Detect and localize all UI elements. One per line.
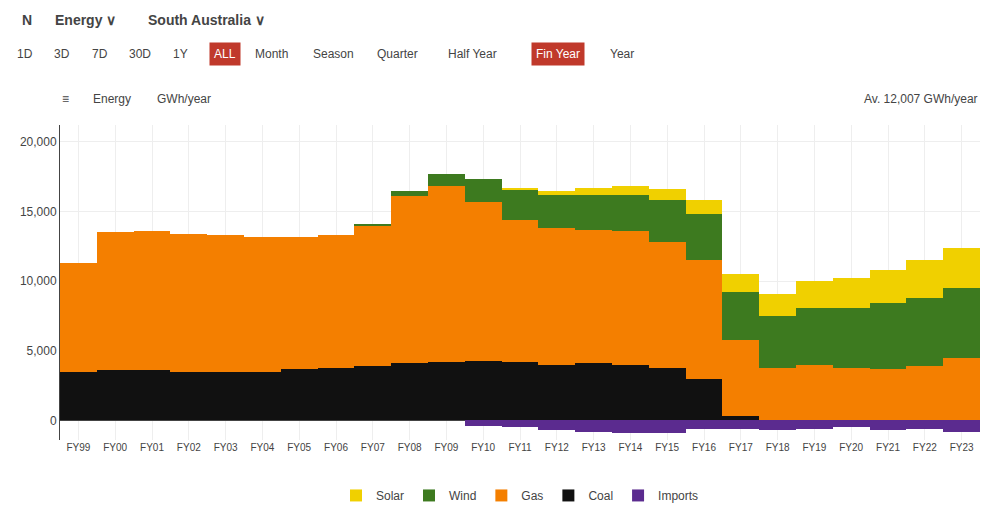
svg-text:Energy: Energy <box>93 92 131 106</box>
svg-text:FY16: FY16 <box>692 442 716 453</box>
svg-text:Imports: Imports <box>658 489 698 503</box>
svg-text:FY21: FY21 <box>876 442 900 453</box>
svg-text:Wind: Wind <box>449 489 476 503</box>
svg-text:FY03: FY03 <box>214 442 238 453</box>
svg-text:≡: ≡ <box>62 92 69 106</box>
svg-text:5,000: 5,000 <box>27 344 57 358</box>
svg-text:FY18: FY18 <box>766 442 790 453</box>
svg-text:FY07: FY07 <box>361 442 385 453</box>
svg-text:FY09: FY09 <box>434 442 458 453</box>
svg-text:FY01: FY01 <box>140 442 164 453</box>
svg-text:10,000: 10,000 <box>20 274 57 288</box>
svg-text:1D: 1D <box>17 47 33 61</box>
svg-text:FY20: FY20 <box>839 442 863 453</box>
svg-text:FY02: FY02 <box>177 442 201 453</box>
svg-text:FY10: FY10 <box>471 442 495 453</box>
svg-text:FY00: FY00 <box>103 442 127 453</box>
svg-text:Fin Year: Fin Year <box>536 47 580 61</box>
svg-text:FY11: FY11 <box>508 442 532 453</box>
svg-text:30D: 30D <box>129 47 151 61</box>
svg-text:Solar: Solar <box>376 489 404 503</box>
svg-text:FY99: FY99 <box>66 442 90 453</box>
svg-text:Energy ∨: Energy ∨ <box>55 12 116 28</box>
svg-text:FY05: FY05 <box>287 442 311 453</box>
svg-text:Av. 12,007 GWh/year: Av. 12,007 GWh/year <box>864 92 978 106</box>
svg-text:FY04: FY04 <box>250 442 274 453</box>
svg-text:20,000: 20,000 <box>20 135 57 149</box>
svg-text:FY17: FY17 <box>729 442 753 453</box>
svg-text:1Y: 1Y <box>173 47 188 61</box>
svg-text:Month: Month <box>255 47 288 61</box>
svg-text:15,000: 15,000 <box>20 205 57 219</box>
svg-text:FY12: FY12 <box>545 442 569 453</box>
svg-text:Half Year: Half Year <box>448 47 497 61</box>
svg-text:FY22: FY22 <box>913 442 937 453</box>
svg-text:Quarter: Quarter <box>377 47 418 61</box>
svg-text:Gas: Gas <box>521 489 543 503</box>
svg-text:FY23: FY23 <box>950 442 974 453</box>
svg-text:FY14: FY14 <box>618 442 642 453</box>
svg-text:7D: 7D <box>92 47 108 61</box>
svg-text:FY15: FY15 <box>655 442 679 453</box>
svg-text:FY08: FY08 <box>398 442 422 453</box>
svg-text:N: N <box>22 12 32 28</box>
svg-text:ALL: ALL <box>214 47 236 61</box>
svg-text:0: 0 <box>50 414 57 428</box>
svg-text:GWh/year: GWh/year <box>157 92 211 106</box>
svg-text:Coal: Coal <box>588 489 613 503</box>
svg-text:Season: Season <box>313 47 354 61</box>
svg-text:South Australia ∨: South Australia ∨ <box>148 12 265 28</box>
svg-text:3D: 3D <box>54 47 70 61</box>
svg-text:FY06: FY06 <box>324 442 348 453</box>
svg-text:FY19: FY19 <box>802 442 826 453</box>
svg-text:FY13: FY13 <box>582 442 606 453</box>
svg-text:Year: Year <box>610 47 634 61</box>
